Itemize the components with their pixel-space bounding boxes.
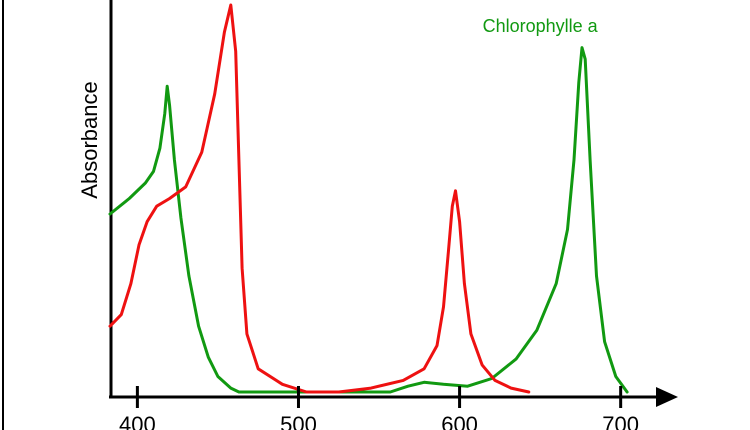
series-line-chlorophylle-a [108,46,629,394]
tick-marks [135,386,623,408]
axes [2,0,678,430]
x-tick-label-500: 500 [280,412,317,430]
curves [108,3,629,394]
x-tick-label-700: 700 [602,412,639,430]
series-line-chlorophylle-b [108,3,531,394]
x-tick-label-600: 600 [441,412,478,430]
x-tick-label-400: 400 [119,412,156,430]
series-label-chlorophylle-a: Chlorophylle a [483,16,599,36]
y-axis-label: Absorbance [77,81,102,198]
x-axis-arrow-icon [656,387,678,407]
